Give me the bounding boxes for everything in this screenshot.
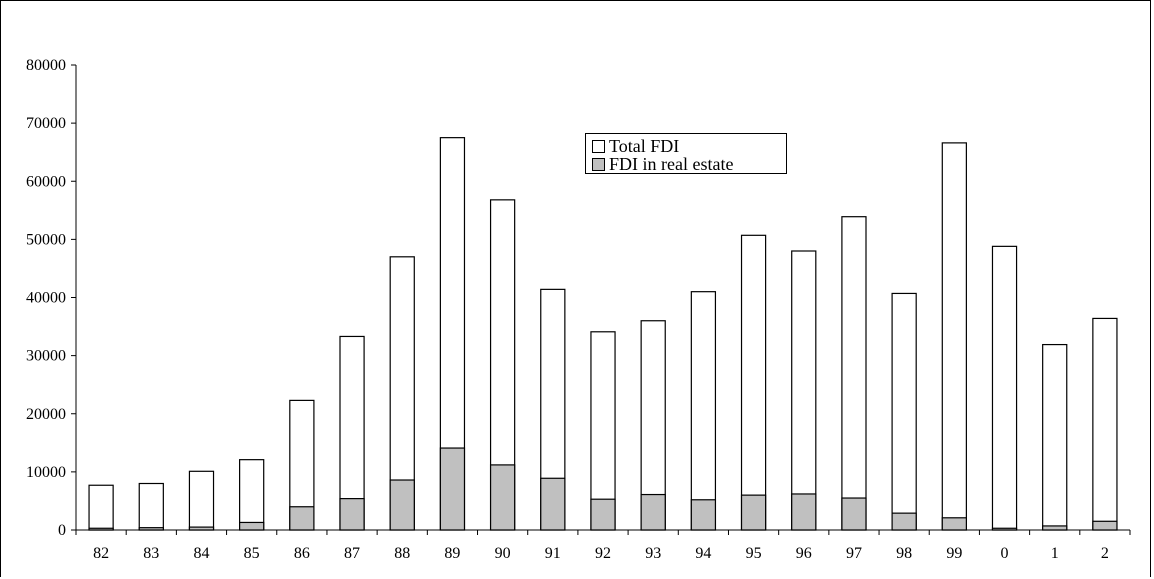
y-tick-label: 20000 bbox=[26, 406, 66, 423]
bar-total-fdi bbox=[1092, 317, 1118, 531]
x-tick-label: 82 bbox=[93, 545, 109, 562]
bar-total-fdi bbox=[841, 216, 867, 531]
x-tick-label: 1 bbox=[1051, 545, 1059, 562]
x-tick-label: 95 bbox=[746, 545, 762, 562]
bar-fdi-real-estate bbox=[1042, 525, 1068, 531]
x-tick-label: 83 bbox=[143, 545, 159, 562]
x-tick-label: 98 bbox=[896, 545, 912, 562]
bar-fdi-real-estate bbox=[489, 464, 516, 531]
x-tick-label: 0 bbox=[1001, 545, 1009, 562]
x-tick-label: 86 bbox=[294, 545, 310, 562]
y-tick-label: 70000 bbox=[26, 115, 66, 132]
legend-swatch-total-fdi bbox=[592, 139, 605, 153]
legend-label-total-fdi: Total FDI bbox=[609, 136, 680, 156]
x-tick-label: 94 bbox=[695, 545, 711, 562]
bar-fdi-real-estate bbox=[590, 498, 616, 531]
bar-total-fdi bbox=[690, 291, 717, 531]
bar-fdi-real-estate bbox=[1092, 520, 1118, 531]
bar-fdi-real-estate bbox=[841, 497, 867, 531]
bar-fdi-real-estate bbox=[891, 512, 917, 531]
bar-fdi-real-estate bbox=[791, 493, 817, 531]
x-tick-label: 88 bbox=[394, 545, 410, 562]
x-tick-label: 93 bbox=[645, 545, 661, 562]
x-tick-label: 91 bbox=[545, 545, 561, 562]
legend-item-fdi-real-estate: FDI in real estate bbox=[592, 154, 733, 174]
x-tick-label: 99 bbox=[946, 545, 962, 562]
y-tick-label: 60000 bbox=[26, 173, 66, 190]
x-tick-label: 84 bbox=[193, 545, 209, 562]
legend-item-total-fdi: Total FDI bbox=[592, 136, 679, 156]
bar-fdi-real-estate bbox=[339, 498, 365, 531]
y-tick-label: 10000 bbox=[26, 464, 66, 481]
bar-fdi-real-estate bbox=[690, 499, 717, 531]
bar-fdi-real-estate bbox=[289, 506, 315, 531]
bar-fdi-real-estate bbox=[640, 493, 666, 531]
bar-total-fdi bbox=[991, 245, 1018, 531]
bar-fdi-real-estate bbox=[239, 521, 265, 531]
y-tick-label: 80000 bbox=[26, 57, 66, 74]
legend-label-fdi-real-estate: FDI in real estate bbox=[609, 154, 734, 174]
bar-total-fdi bbox=[188, 470, 215, 531]
x-tick-label: 89 bbox=[444, 545, 460, 562]
bar-total-fdi bbox=[891, 292, 917, 531]
x-tick-label: 85 bbox=[244, 545, 260, 562]
bar-total-fdi bbox=[138, 482, 164, 531]
y-tick-label: 0 bbox=[58, 522, 66, 539]
bar-total-fdi bbox=[941, 142, 967, 531]
bar-total-fdi bbox=[88, 484, 114, 531]
x-tick-label: 87 bbox=[344, 545, 360, 562]
bar-fdi-real-estate bbox=[389, 479, 415, 531]
x-tick-label: 97 bbox=[846, 545, 862, 562]
bar-fdi-real-estate bbox=[941, 517, 967, 531]
bar-fdi-real-estate bbox=[740, 494, 767, 531]
x-tick-label: 92 bbox=[595, 545, 611, 562]
bar-total-fdi bbox=[590, 331, 616, 531]
bar-fdi-real-estate bbox=[439, 447, 466, 531]
bar-total-fdi bbox=[791, 250, 817, 531]
bar-fdi-real-estate bbox=[540, 477, 566, 531]
y-tick-label: 40000 bbox=[26, 290, 66, 307]
bar-total-fdi bbox=[1042, 343, 1068, 531]
y-tick-label: 50000 bbox=[26, 231, 66, 248]
legend: Total FDI FDI in real estate bbox=[585, 133, 787, 174]
x-tick-label: 90 bbox=[495, 545, 511, 562]
x-tick-label: 96 bbox=[796, 545, 812, 562]
legend-swatch-fdi-real-estate bbox=[592, 157, 605, 171]
bar-total-fdi bbox=[239, 459, 265, 531]
x-tick-label: 2 bbox=[1101, 545, 1109, 562]
y-tick-label: 30000 bbox=[26, 348, 66, 365]
bar-total-fdi bbox=[740, 234, 767, 531]
